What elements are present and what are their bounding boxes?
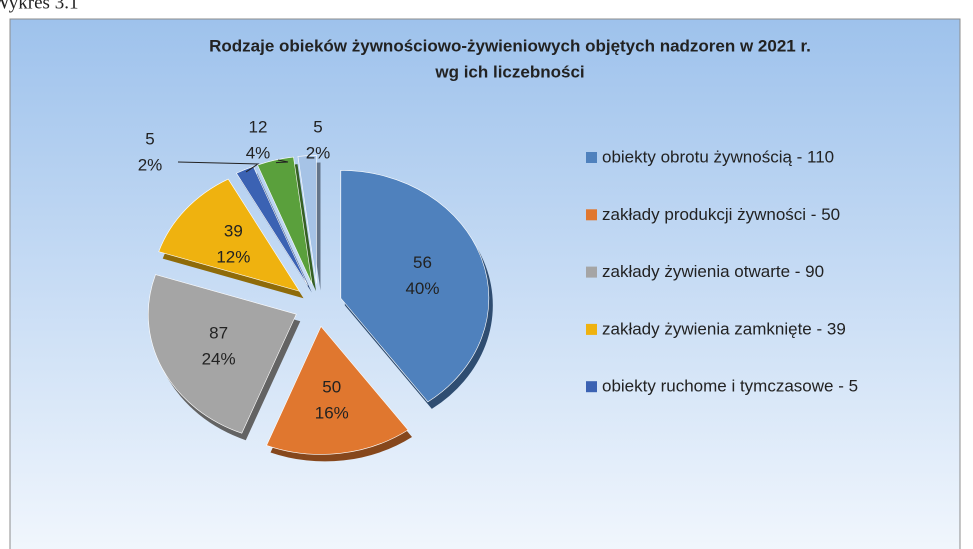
data-label-count: 56 xyxy=(413,253,432,272)
leader-line xyxy=(177,161,260,173)
legend-swatch xyxy=(586,323,597,335)
legend-swatch xyxy=(586,152,597,163)
chart-title: Rodzaje obieków żywnościowo-żywieniowych… xyxy=(209,36,811,55)
legend-label: zakłady żywienia zamknięte - 39 xyxy=(602,319,846,338)
legend-swatch xyxy=(586,266,597,278)
data-label-percent: 4% xyxy=(246,143,271,162)
data-label-percent: 2% xyxy=(306,143,331,162)
chart-title: wg ich liczebności xyxy=(434,62,584,81)
data-label-percent: 12% xyxy=(216,247,250,266)
legend-label: zakłady żywienia otwarte - 90 xyxy=(602,262,824,281)
slice xyxy=(236,166,309,286)
slice xyxy=(266,325,409,455)
data-label-count: 5 xyxy=(145,129,154,148)
leader-line xyxy=(275,159,289,164)
slice xyxy=(158,178,301,292)
data-label-count: 5 xyxy=(313,117,322,136)
slice xyxy=(340,170,490,403)
data-label-percent: 40% xyxy=(405,279,439,298)
data-label-count: 12 xyxy=(249,117,268,136)
legend-label: zakłady produkcji żywności - 50 xyxy=(602,205,840,224)
slice xyxy=(257,156,313,285)
data-label-count: 87 xyxy=(209,323,228,342)
legend-swatch xyxy=(586,209,597,221)
data-label-count: 50 xyxy=(322,378,341,397)
slice xyxy=(147,274,297,434)
slice xyxy=(297,155,317,284)
legend-label: obiekty ruchome i tymczasowe - 5 xyxy=(602,377,858,396)
data-label-percent: 24% xyxy=(202,349,236,368)
caption: Wykres 3.1 xyxy=(0,0,78,13)
data-label-percent: 2% xyxy=(138,155,163,174)
data-label-count: 39 xyxy=(224,221,243,240)
legend-label: obiekty obrotu żywnością - 110 xyxy=(602,147,834,166)
legend-swatch xyxy=(586,381,597,393)
data-label-percent: 16% xyxy=(315,404,349,423)
